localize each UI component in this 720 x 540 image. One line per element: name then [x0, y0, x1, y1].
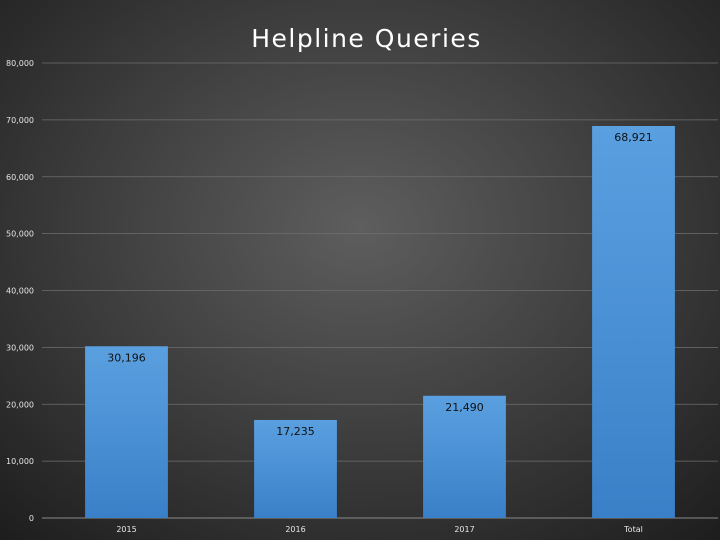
y-tick-label: 70,000	[6, 116, 34, 125]
x-tick-label: 2016	[285, 525, 305, 534]
x-tick-label: 2017	[454, 525, 474, 534]
x-tick-label: 2015	[116, 525, 136, 534]
chart-title: Helpline Queries	[251, 24, 482, 53]
bar-2017	[423, 395, 506, 518]
data-label: 17,235	[276, 425, 315, 438]
y-tick-label: 10,000	[6, 457, 34, 466]
y-tick-label: 0	[29, 514, 34, 523]
y-tick-label: 30,000	[6, 343, 34, 352]
bar-2015	[85, 346, 168, 518]
data-label: 30,196	[107, 351, 146, 364]
data-label: 68,921	[614, 131, 653, 144]
y-tick-label: 80,000	[6, 59, 34, 68]
bar-total	[592, 126, 675, 518]
y-tick-label: 20,000	[6, 400, 34, 409]
bar-2016	[254, 419, 337, 518]
y-tick-label: 50,000	[6, 230, 34, 239]
data-label: 21,490	[445, 401, 484, 414]
y-tick-label: 40,000	[6, 287, 34, 296]
x-tick-label: Total	[623, 525, 643, 534]
y-tick-label: 60,000	[6, 173, 34, 182]
